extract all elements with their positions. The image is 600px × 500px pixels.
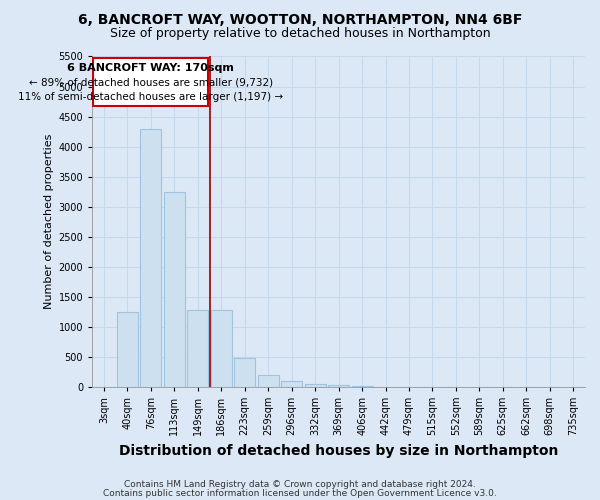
Text: 6 BANCROFT WAY: 170sqm: 6 BANCROFT WAY: 170sqm [67,64,235,74]
X-axis label: Distribution of detached houses by size in Northampton: Distribution of detached houses by size … [119,444,558,458]
Text: 11% of semi-detached houses are larger (1,197) →: 11% of semi-detached houses are larger (… [19,92,283,102]
Text: ← 89% of detached houses are smaller (9,732): ← 89% of detached houses are smaller (9,… [29,78,273,88]
Bar [94,58,208,106]
Bar [281,380,302,386]
Bar [140,128,161,386]
Text: 6, BANCROFT WAY, WOOTTON, NORTHAMPTON, NN4 6BF: 6, BANCROFT WAY, WOOTTON, NORTHAMPTON, N… [78,12,522,26]
Text: Size of property relative to detached houses in Northampton: Size of property relative to detached ho… [110,28,490,40]
Bar [234,358,255,386]
Y-axis label: Number of detached properties: Number of detached properties [44,134,54,310]
Bar [257,374,279,386]
Text: Contains HM Land Registry data © Crown copyright and database right 2024.: Contains HM Land Registry data © Crown c… [124,480,476,489]
Bar [305,384,326,386]
Bar [187,310,208,386]
Bar [164,192,185,386]
Bar [211,310,232,386]
Text: Contains public sector information licensed under the Open Government Licence v3: Contains public sector information licen… [103,488,497,498]
Bar [117,312,138,386]
